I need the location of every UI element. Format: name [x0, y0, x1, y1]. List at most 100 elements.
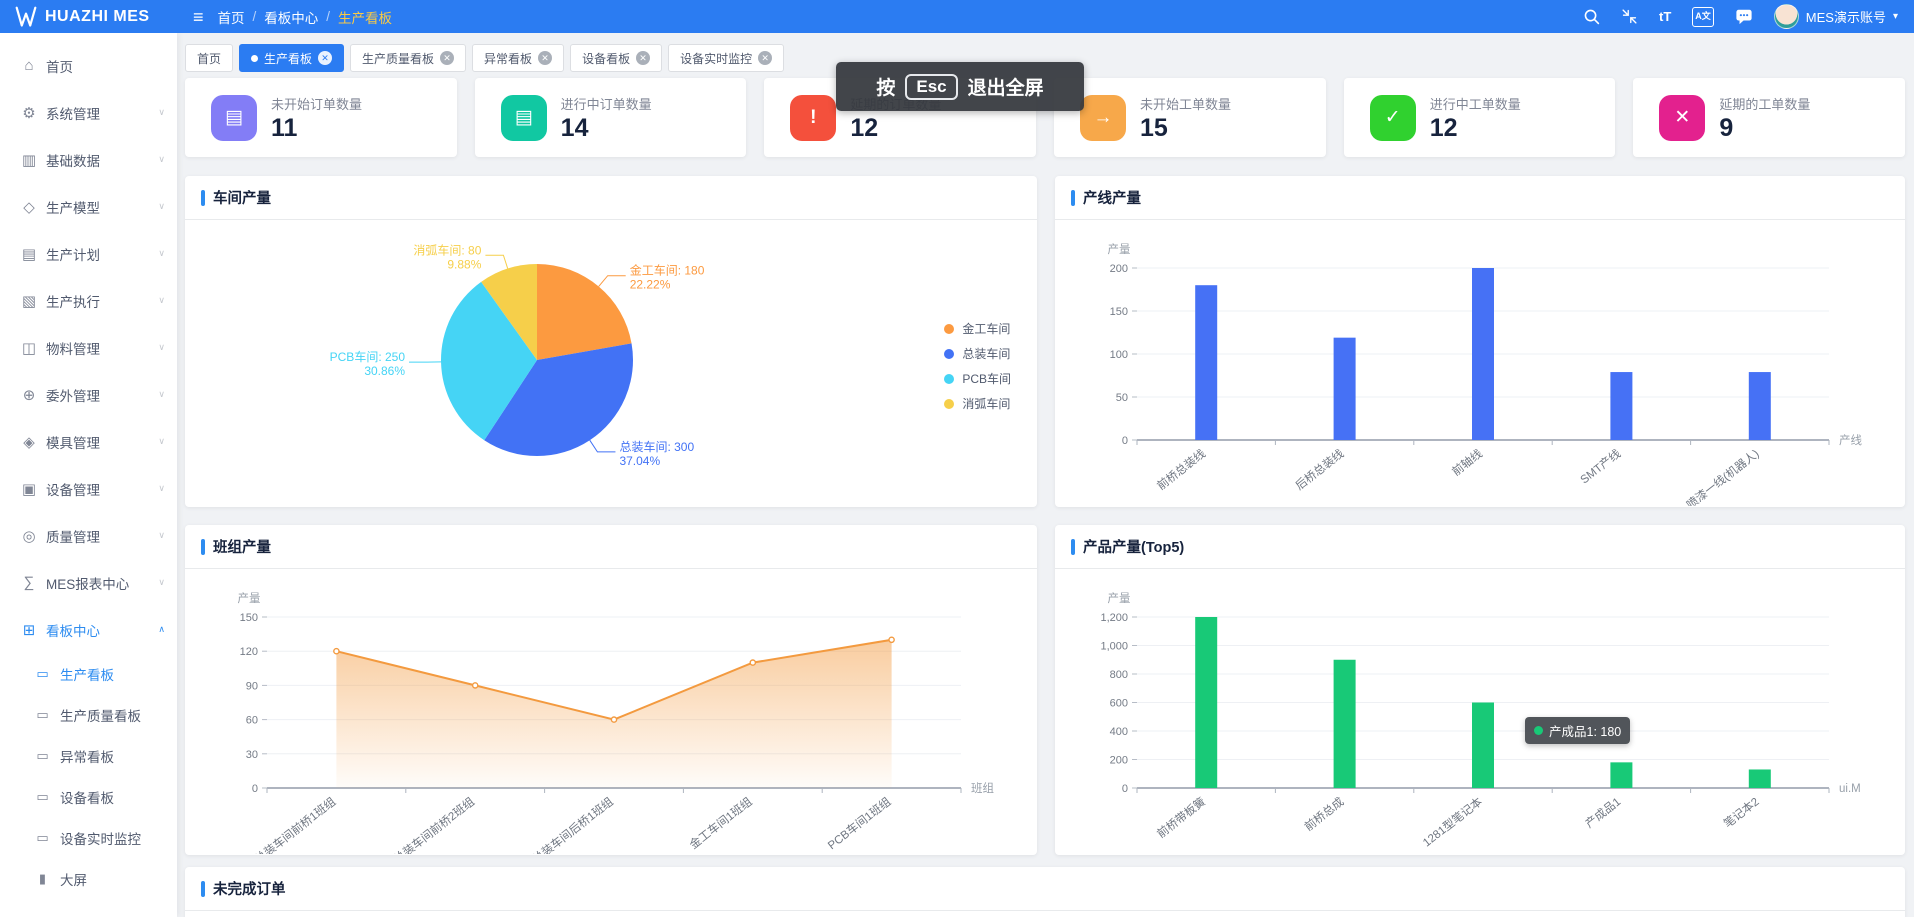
breadcrumb-item[interactable]: 看板中心: [264, 10, 319, 26]
sidebar-item-委外管理[interactable]: ⊕ 委外管理 ∨: [0, 371, 177, 418]
svg-text:前桥带板簧: 前桥带板簧: [1154, 794, 1208, 840]
tooltip-text: 产成品1: 180: [1549, 725, 1622, 739]
font-size-icon[interactable]: tT: [1659, 9, 1672, 24]
chevron-up-icon: ∧: [158, 624, 165, 634]
message-icon[interactable]: [1735, 7, 1753, 27]
svg-text:笔记本2: 笔记本2: [1721, 794, 1762, 830]
legend-item-金工车间[interactable]: 金工车间: [944, 320, 1011, 337]
sidebar-item-首页[interactable]: ⌂ 首页: [0, 42, 177, 89]
menu-toggle-icon[interactable]: ≡: [193, 6, 204, 27]
stat-label: 延期的工单数量: [1719, 97, 1811, 112]
line-output-bar-chart[interactable]: 0 50 100 150 200 前桥总装线 后桥总装线 前轴线 SMT产线 喷漆一线(机器人) 产…: [1055, 220, 1905, 512]
title-marker: [201, 189, 205, 206]
sidebar-item-label: 设备管理: [46, 482, 100, 498]
chevron-down-icon: ▾: [1892, 11, 1898, 22]
stat-card-进行中订单数量: ▤ 进行中订单数量 14: [474, 78, 747, 157]
chevron-down-icon: ∨: [158, 436, 165, 446]
panel-line-output: 产线产量 0 50 100 150 200 前桥总装线 后桥总装线 前轴线 SMT产线 喷漆一线(…: [1055, 176, 1905, 512]
tab-首页[interactable]: 首页: [185, 44, 234, 72]
chevron-down-icon: ∨: [158, 389, 165, 399]
esc-key: Esc: [905, 73, 958, 100]
sidebar-subitem-大屏[interactable]: ▮ 大屏: [0, 858, 177, 899]
breadcrumb-separator: /: [252, 9, 257, 24]
sidebar-item-生产执行[interactable]: ▧ 生产执行 ∨: [0, 277, 177, 324]
tab-label: 生产质量看板: [362, 51, 435, 66]
tab-label: 设备看板: [582, 51, 631, 66]
sidebar-item-质量管理[interactable]: ◎ 质量管理 ∨: [0, 512, 177, 559]
top-navbar: HUAZHI MES ≡ 首页 / 看板中心 / 生产看板 tT A文: [0, 0, 1914, 33]
tab-设备看板[interactable]: 设备看板 ✕: [570, 44, 663, 72]
sidebar-item-模具管理[interactable]: ◈ 模具管理 ∨: [0, 418, 177, 465]
clipboard-icon: ▤: [21, 245, 37, 263]
sidebar-item-看板中心[interactable]: ⊞ 看板中心 ∧: [0, 606, 177, 653]
tab-close-icon[interactable]: ✕: [758, 51, 773, 65]
user-menu[interactable]: MES演示账号 ▾: [1773, 4, 1898, 29]
svg-text:金工车间1班组: 金工车间1班组: [687, 794, 755, 852]
tab-生产质量看板[interactable]: 生产质量看板 ✕: [350, 44, 467, 72]
toast-prefix: 按: [876, 78, 896, 99]
stat-label: 未开始订单数量: [271, 97, 363, 112]
sidebar-item-设备管理[interactable]: ▣ 设备管理 ∨: [0, 465, 177, 512]
sidebar-item-label: 质量管理: [46, 529, 100, 545]
mold-icon: ◈: [23, 433, 35, 451]
panel-title: 车间产量: [213, 191, 271, 207]
stat-label: 进行中工单数量: [1429, 97, 1521, 112]
tab-close-icon[interactable]: ✕: [636, 51, 651, 65]
sidebar-subitem-生产看板[interactable]: ▭ 生产看板: [0, 653, 177, 694]
sidebar-item-label: 基础数据: [46, 153, 100, 169]
sidebar-subitem-设备实时监控[interactable]: ▭ 设备实时监控: [0, 817, 177, 858]
sidebar-item-基础数据[interactable]: ▥ 基础数据 ∨: [0, 136, 177, 183]
sidebar-item-生产模型[interactable]: ◇ 生产模型 ∨: [0, 183, 177, 230]
compress-icon[interactable]: [1621, 7, 1638, 27]
gear-icon: ⚙: [22, 104, 36, 122]
tab-生产看板[interactable]: 生产看板 ✕: [239, 44, 345, 72]
sidebar-subitem-异常看板[interactable]: ▭ 异常看板: [0, 735, 177, 776]
tab-设备实时监控[interactable]: 设备实时监控 ✕: [668, 44, 785, 72]
sidebar-item-生产计划[interactable]: ▤ 生产计划 ∨: [0, 230, 177, 277]
svg-text:产量: 产量: [1108, 591, 1131, 605]
tab-close-icon[interactable]: ✕: [440, 51, 455, 65]
svg-text:产量: 产量: [1108, 242, 1131, 256]
svg-text:120: 120: [240, 646, 258, 658]
database-icon: ▥: [21, 151, 37, 169]
tab-close-icon[interactable]: ✕: [318, 51, 333, 65]
sidebar-item-物料管理[interactable]: ◫ 物料管理 ∨: [0, 324, 177, 371]
tooltip-series-dot: [1534, 726, 1543, 735]
chevron-down-icon: ∨: [158, 248, 165, 258]
team-output-area-chart[interactable]: 0 30 60 90 120 150 总装车间前桥1班组 总装车间前桥2班组 总装车间后桥1班组…: [185, 569, 1037, 866]
svg-text:前桥总成: 前桥总成: [1302, 794, 1347, 834]
legend-item-总装车间[interactable]: 总装车间: [944, 345, 1011, 362]
stat-card-未开始工单数量: → 未开始工单数量 15: [1054, 78, 1326, 157]
stat-value: 11: [271, 114, 298, 142]
panel-title: 未完成订单: [213, 882, 286, 898]
svg-text:产量: 产量: [238, 591, 261, 605]
tab-异常看板[interactable]: 异常看板 ✕: [472, 44, 565, 72]
translate-icon[interactable]: A文: [1692, 6, 1714, 27]
main-content: 首页 生产看板 ✕ 生产质量看板 ✕ 异常看板 ✕ 设备看板 ✕ 设备实时监控 ✕ ▤ 未开始订单数量…: [177, 33, 1914, 917]
sidebar-item-MES报表中心[interactable]: ∑ MES报表中心 ∨: [0, 559, 177, 606]
svg-text:30: 30: [246, 749, 258, 761]
search-icon[interactable]: [1583, 7, 1600, 27]
legend-item-PCB车间[interactable]: PCB车间: [944, 370, 1011, 387]
breadcrumb-item[interactable]: 生产看板: [338, 10, 393, 26]
board-icon: ▭: [36, 788, 49, 804]
svg-text:后桥总装线: 后桥总装线: [1293, 446, 1347, 493]
breadcrumb-item[interactable]: 首页: [217, 10, 245, 26]
workshop-output-chart-area: 金工车间: 180 22.22% 总装车间: 300 37.04% PCB车间: 250…: [185, 220, 1037, 511]
tab-close-icon[interactable]: ✕: [538, 51, 553, 65]
sidebar-item-系统管理[interactable]: ⚙ 系统管理 ∨: [0, 89, 177, 136]
svg-text:600: 600: [1110, 698, 1128, 710]
svg-text:总装车间前桥1班组: 总装车间前桥1班组: [252, 794, 339, 854]
legend-item-消弧车间[interactable]: 消弧车间: [944, 395, 1011, 412]
title-marker: [201, 880, 205, 897]
product-output-chart-area: 0 200 400 600 800 1,000 1,200 前桥带板簧 前桥总成 1281型笔记本…: [1055, 569, 1905, 859]
sidebar-subitem-设备看板[interactable]: ▭ 设备看板: [0, 776, 177, 817]
svg-text:50: 50: [1116, 392, 1128, 404]
panel-header: 未完成订单: [185, 867, 1905, 911]
workshop-output-pie-chart[interactable]: 金工车间: 180 22.22% 总装车间: 300 37.04% PCB车间: 250…: [185, 220, 1037, 506]
legend-label: 总装车间: [962, 347, 1011, 361]
sidebar-item-label: 看板中心: [46, 623, 100, 639]
product-output-bar-chart[interactable]: 0 200 400 600 800 1,000 1,200 前桥带板簧 前桥总成 1281型笔记本…: [1055, 569, 1905, 854]
sidebar-subitem-生产质量看板[interactable]: ▭ 生产质量看板: [0, 694, 177, 735]
